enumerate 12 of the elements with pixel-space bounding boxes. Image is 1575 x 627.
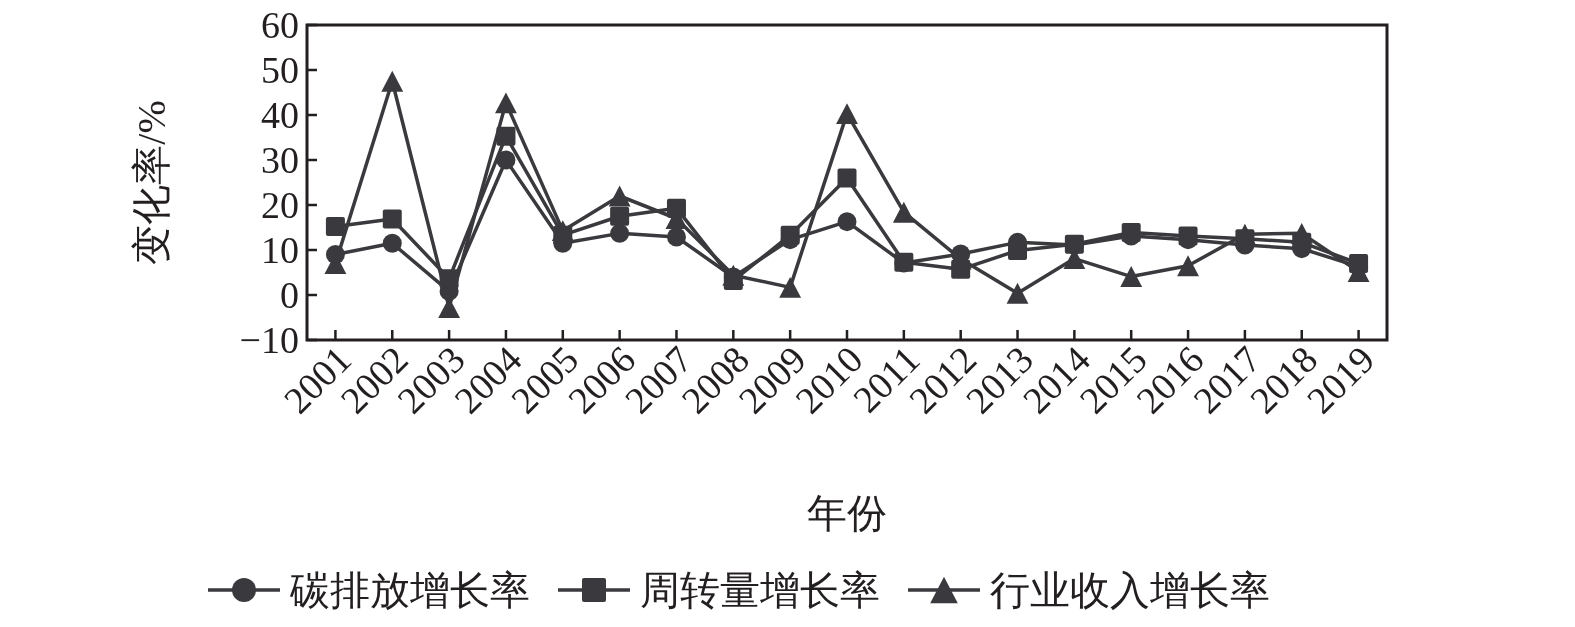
y-tick-label: 0 bbox=[280, 274, 299, 316]
legend-label: 周转量增长率 bbox=[640, 568, 880, 613]
y-tick-label: 40 bbox=[261, 94, 299, 136]
y-tick-label: 60 bbox=[261, 4, 299, 46]
y-tick-label: 10 bbox=[261, 229, 299, 271]
x-axis-title: 年份 bbox=[807, 491, 887, 536]
y-tick-label: 20 bbox=[261, 184, 299, 226]
legend-label: 碳排放增长率 bbox=[289, 568, 530, 613]
y-axis-title: 变化率/% bbox=[129, 100, 174, 265]
legend-label: 行业收入增长率 bbox=[990, 568, 1270, 613]
y-tick-label: 30 bbox=[261, 139, 299, 181]
y-tick-label: 50 bbox=[261, 49, 299, 91]
